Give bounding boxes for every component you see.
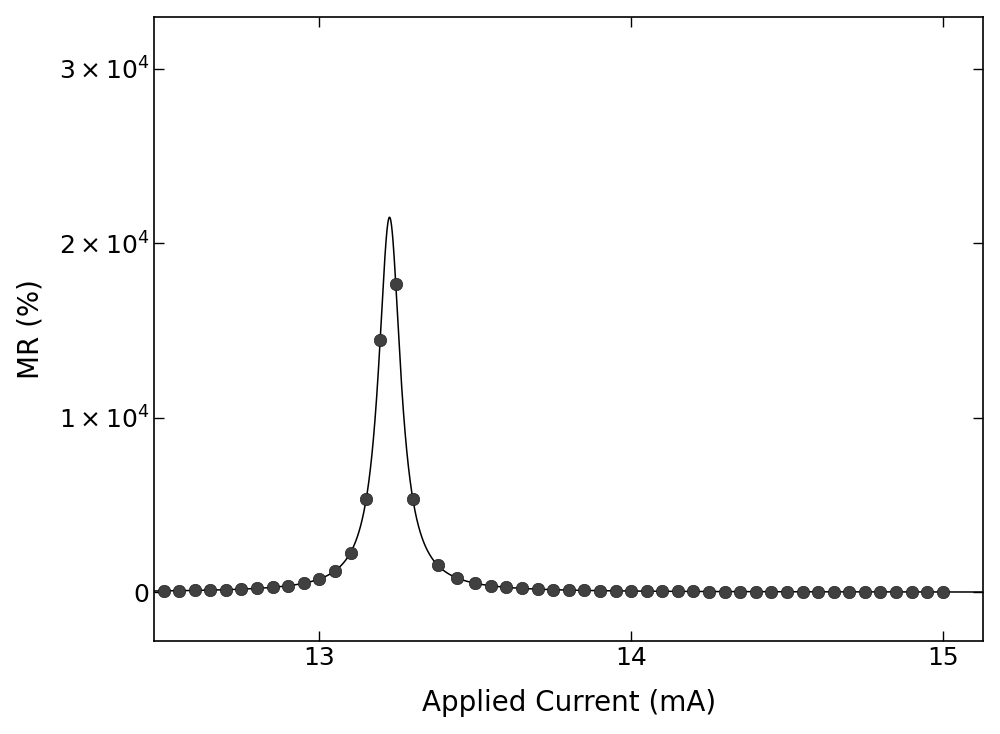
X-axis label: Applied Current (mA): Applied Current (mA): [422, 689, 716, 717]
Y-axis label: MR (%): MR (%): [17, 279, 45, 379]
